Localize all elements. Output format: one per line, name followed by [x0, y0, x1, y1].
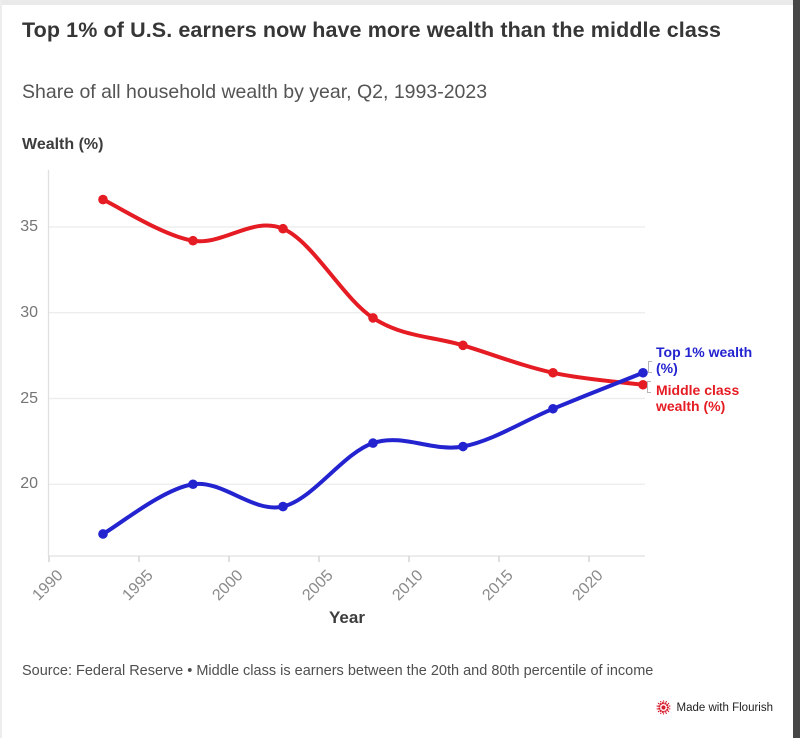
- point-middle-class-wealth-2013[interactable]: [458, 340, 468, 351]
- y-axis-title: Wealth (%): [22, 136, 104, 153]
- y-tick-label-25: 25: [20, 389, 38, 407]
- point-middle-class-wealth-1998[interactable]: [188, 235, 198, 246]
- chart-area: Wealth (%) 35 30 25 20 1990 1995 2000 2005 2010…: [0, 130, 800, 665]
- series-label-top1: Top 1% wealth (%): [656, 344, 753, 376]
- point-middle-class-wealth-2023[interactable]: [638, 379, 648, 390]
- scrollbar[interactable]: [793, 0, 800, 738]
- point-top-1-wealth-2023[interactable]: [638, 367, 648, 378]
- made-with-flourish-badge[interactable]: Made with Flourish: [656, 700, 773, 715]
- x-axis-title: Year: [329, 608, 365, 627]
- line-top-1-wealth: [101, 370, 645, 536]
- flourish-logo-icon: [657, 700, 671, 715]
- flourish-badge-label: Made with Flourish: [676, 701, 773, 714]
- point-middle-class-wealth-2008[interactable]: [368, 313, 378, 323]
- chart-subtitle: Share of all household wealth by year, Q…: [22, 81, 488, 103]
- point-middle-class-wealth-2003[interactable]: [278, 223, 288, 234]
- point-top-1-wealth-2018[interactable]: [548, 403, 558, 414]
- label-bracket-middle: [647, 381, 651, 393]
- point-top-1-wealth-2013[interactable]: [458, 441, 468, 452]
- plot-svg: [47, 170, 648, 562]
- window-left-edge: [0, 0, 2, 738]
- point-top-1-wealth-2003[interactable]: [278, 501, 288, 512]
- y-tick-label-35: 35: [20, 218, 38, 235]
- point-middle-class-wealth-2018[interactable]: [548, 367, 558, 378]
- point-middle-class-wealth-1993[interactable]: [98, 194, 108, 205]
- y-tick-label-30: 30: [20, 303, 38, 321]
- label-bracket-top1: [648, 361, 652, 373]
- chart-title: Top 1% of U.S. earners now have more wea…: [22, 18, 722, 42]
- series-label-middle: Middle class wealth (%): [656, 382, 740, 414]
- point-top-1-wealth-2008[interactable]: [368, 438, 378, 448]
- point-top-1-wealth-1998[interactable]: [188, 479, 198, 490]
- y-tick-label-20: 20: [20, 475, 38, 493]
- point-top-1-wealth-1993[interactable]: [98, 529, 108, 539]
- window-top-edge: [0, 0, 800, 5]
- source-note: Source: Federal Reserve • Middle class i…: [22, 663, 654, 679]
